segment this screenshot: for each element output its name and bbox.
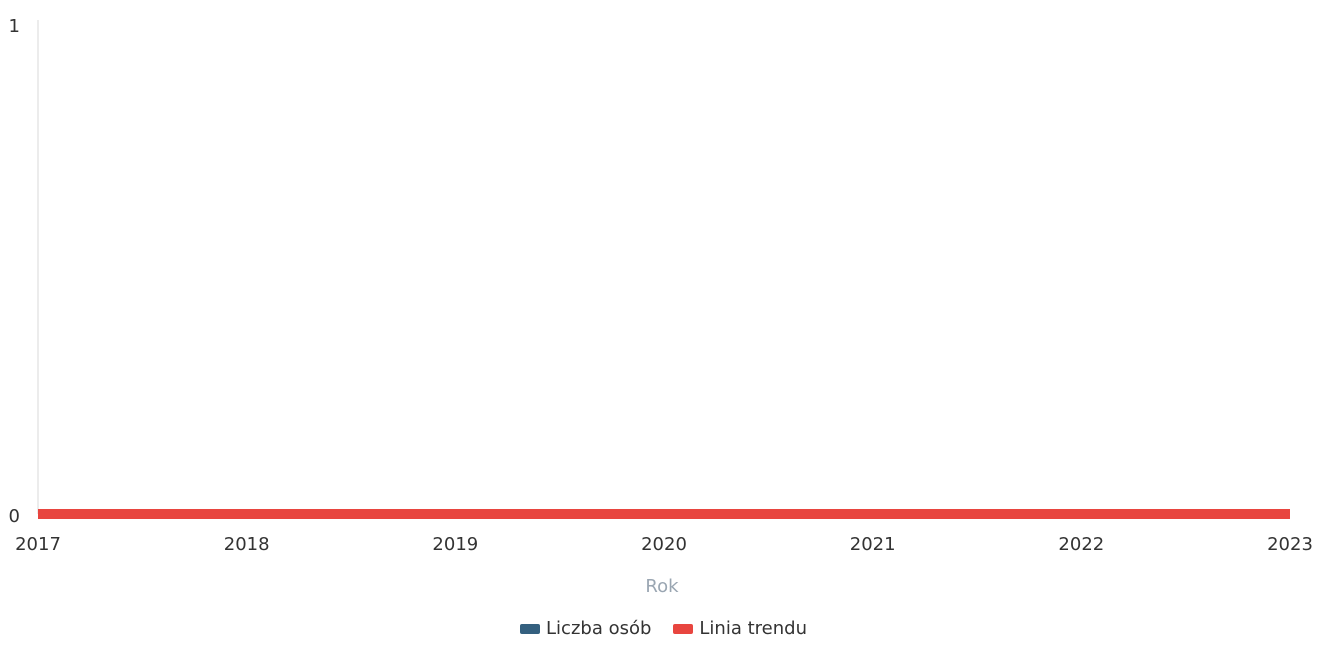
x-tick-label: 2019 xyxy=(432,534,478,555)
x-tick-label: 2021 xyxy=(850,534,896,555)
legend-label-0: Liczba osób xyxy=(546,618,652,639)
legend-label-1: Linia trendu xyxy=(699,618,807,639)
legend: Liczba osób Linia trendu xyxy=(0,618,1327,639)
legend-swatch-1 xyxy=(673,623,694,634)
x-tick-label: 2017 xyxy=(15,534,61,555)
x-tick-label: 2020 xyxy=(641,534,687,555)
tick-labels: 0 1 2017 2018 2019 2020 2021 2022 2023 xyxy=(9,16,1313,555)
x-tick-label: 2023 xyxy=(1267,534,1313,555)
legend-item-series-0[interactable]: Liczba osób xyxy=(520,618,651,639)
y-tick-label: 1 xyxy=(9,16,20,37)
x-axis-title: Rok xyxy=(645,576,679,597)
legend-item-series-1[interactable]: Linia trendu xyxy=(673,618,807,639)
legend-swatch-0 xyxy=(520,623,541,634)
x-tick-label: 2022 xyxy=(1058,534,1104,555)
y-tick-label: 0 xyxy=(9,506,20,527)
x-tick-label: 2018 xyxy=(224,534,270,555)
